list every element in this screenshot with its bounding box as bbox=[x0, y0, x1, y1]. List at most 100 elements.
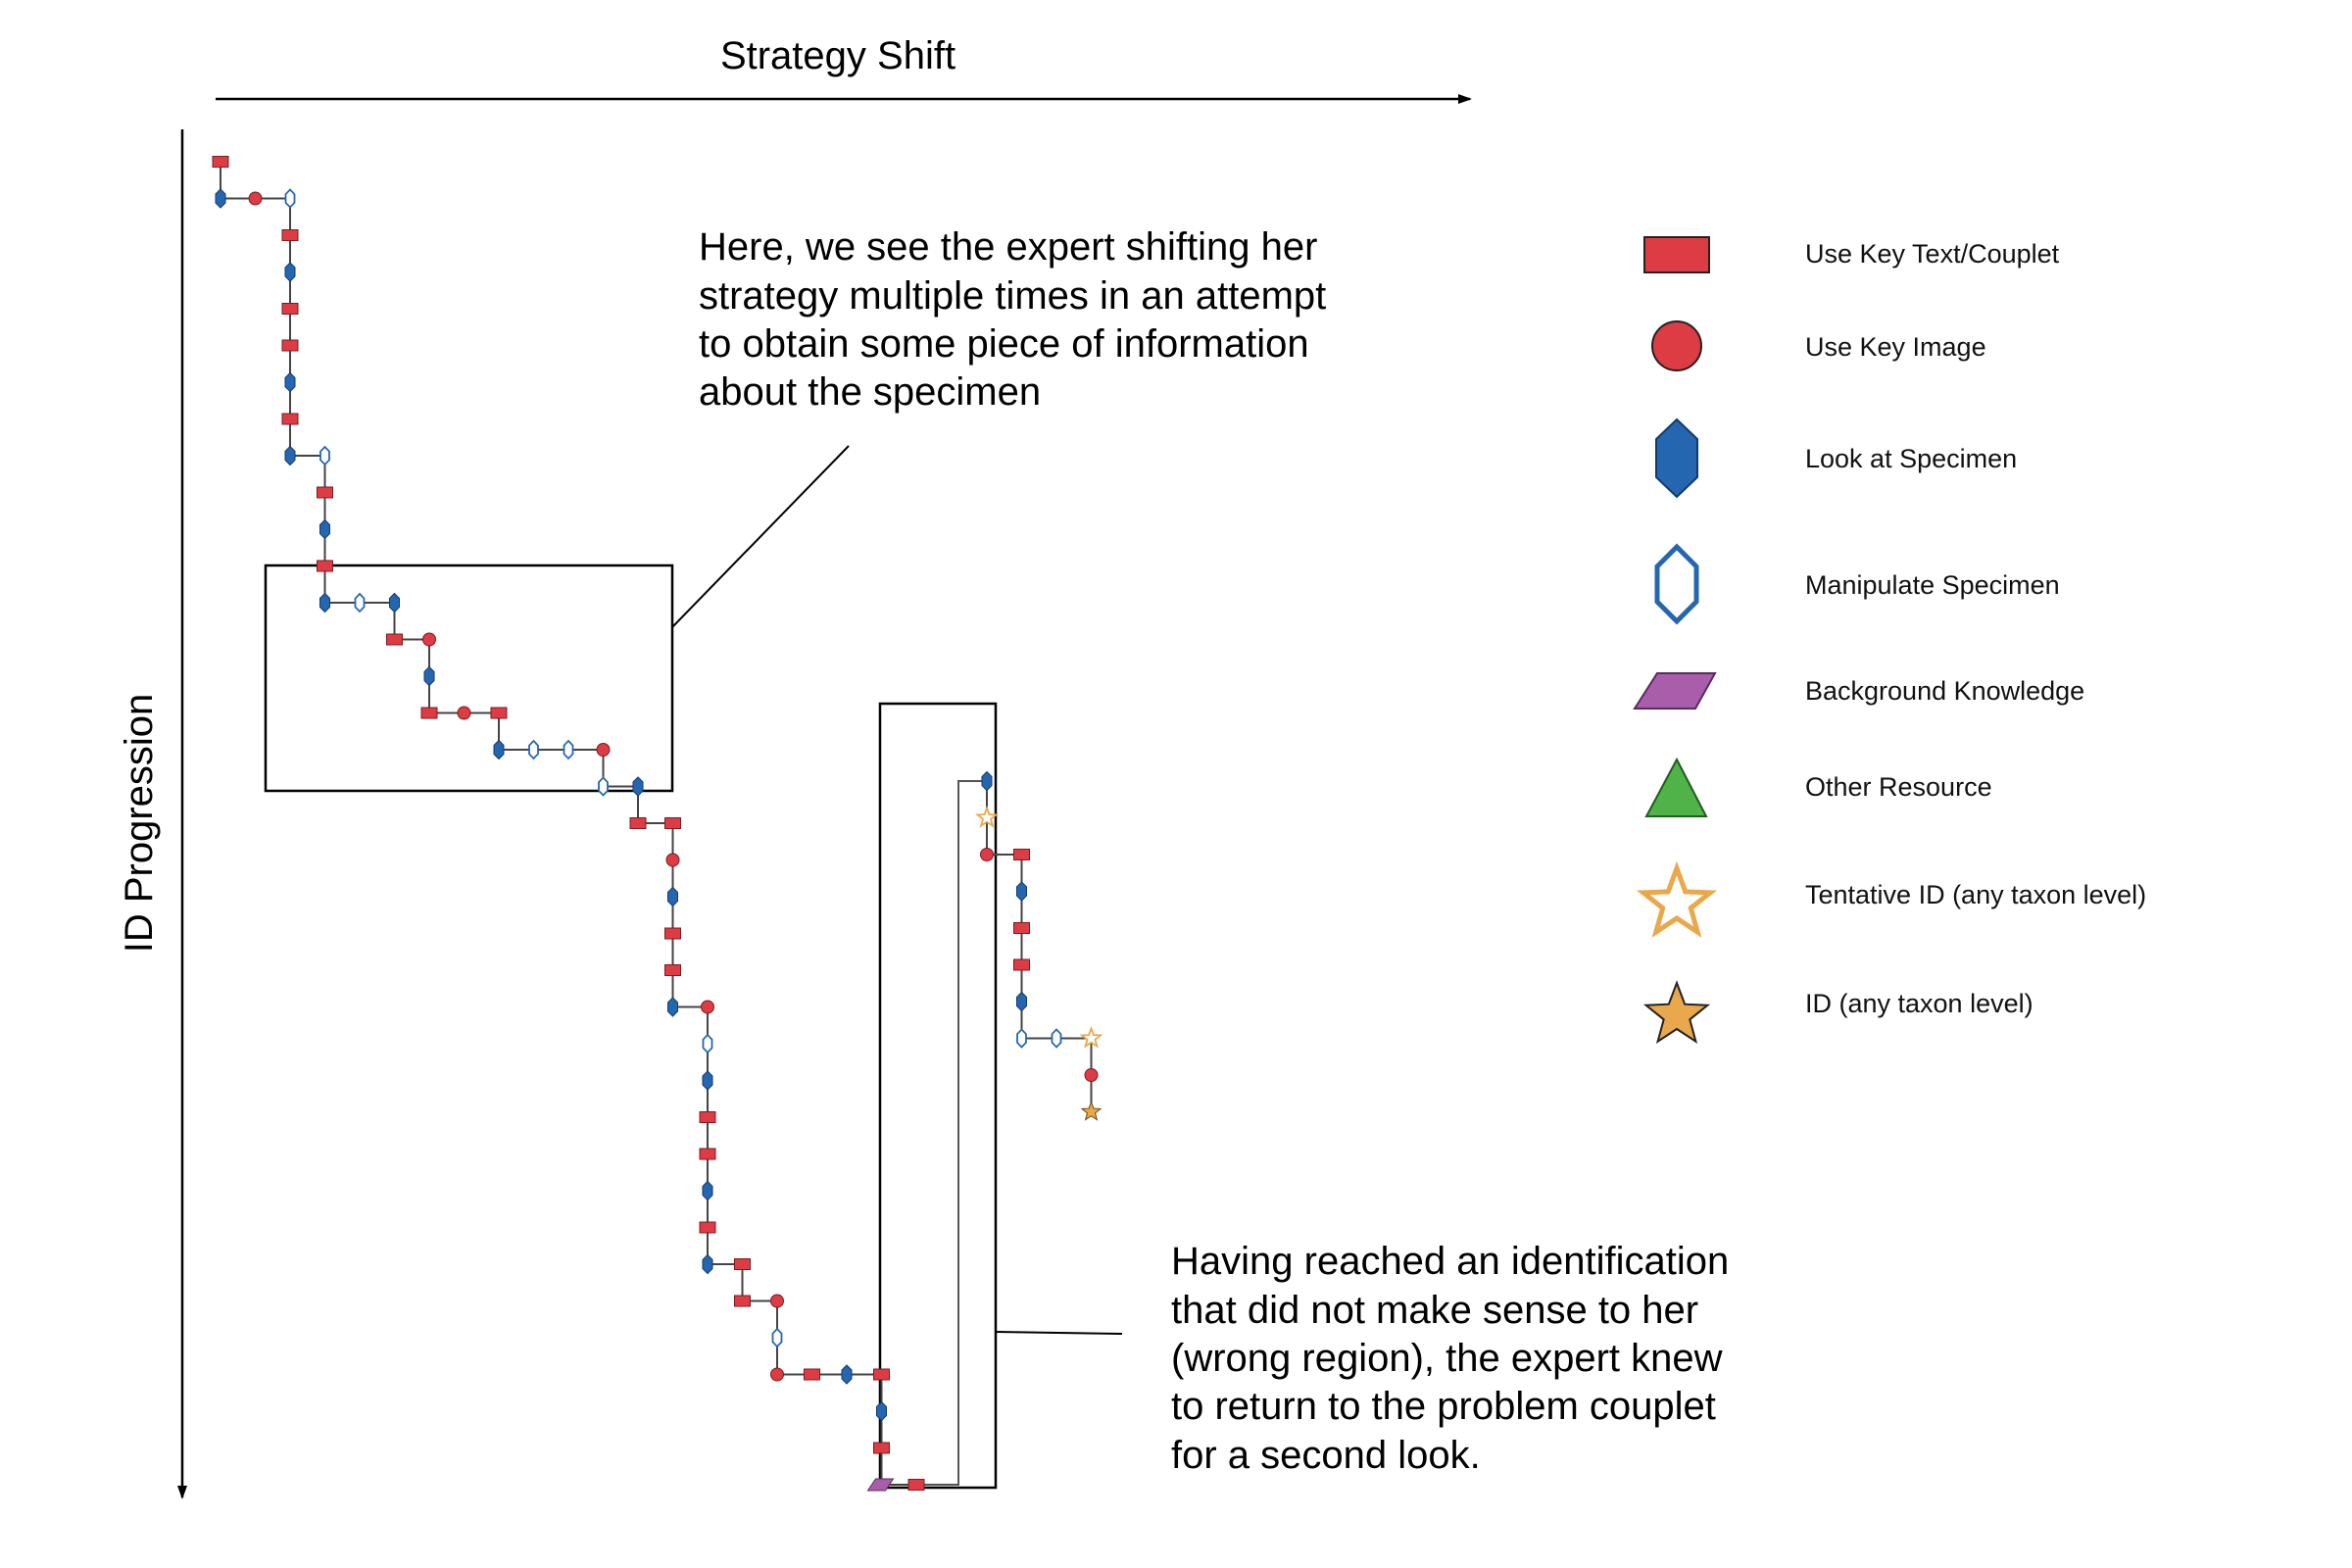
step-look-mark bbox=[702, 1253, 713, 1275]
legend-item-tentative: Tentative ID (any taxon level) bbox=[1636, 860, 2146, 938]
step-key-text-mark bbox=[734, 1295, 751, 1307]
step-look-mark bbox=[1016, 881, 1027, 902]
svg-text:Manipulate Specimen: Manipulate Specimen bbox=[1805, 570, 2060, 600]
step-key-text-mark bbox=[1013, 849, 1030, 860]
step-key-image-mark bbox=[980, 848, 994, 861]
step-key-text-mark bbox=[734, 1258, 751, 1270]
strategy-shift-highlight-box bbox=[264, 564, 674, 793]
legend-item-key-image: Use Key Image bbox=[1651, 320, 1986, 371]
step-id-mark bbox=[1080, 1101, 1102, 1121]
step-tentative-mark bbox=[975, 805, 999, 828]
step-key-text-mark bbox=[804, 1368, 820, 1381]
tentative-star-icon bbox=[1636, 860, 1718, 938]
step-look-mark bbox=[702, 1180, 713, 1201]
step-key-text-mark bbox=[699, 1221, 716, 1234]
step-key-text-mark bbox=[629, 817, 647, 829]
step-key-image-mark bbox=[596, 743, 611, 757]
top-callout-leader bbox=[671, 445, 850, 628]
legend-item-look: Look at Specimen bbox=[1655, 417, 2017, 499]
step-key-text-mark bbox=[281, 413, 299, 425]
svg-text:Use Key Text/Couplet: Use Key Text/Couplet bbox=[1805, 239, 2060, 269]
svg-text:Other Resource: Other Resource bbox=[1805, 772, 1992, 802]
bottom-annotation: Having reached an identification that di… bbox=[1171, 1240, 1740, 1477]
step-key-text-mark bbox=[873, 1368, 890, 1381]
step-look-mark bbox=[632, 776, 644, 797]
bottom-callout-leader bbox=[995, 1331, 1123, 1335]
legend-item-manipulate: Manipulate Specimen bbox=[1654, 543, 2060, 625]
step-manipulate-mark bbox=[563, 739, 574, 760]
step-key-text-mark bbox=[699, 1111, 716, 1123]
step-manipulate-mark bbox=[284, 188, 296, 209]
step-look-mark bbox=[841, 1364, 853, 1385]
y-axis-title: ID Progression bbox=[118, 694, 161, 954]
step-manipulate-mark bbox=[598, 776, 609, 797]
step-key-text-mark bbox=[664, 927, 681, 940]
top-annotation: Here, we see the expert shifting her str… bbox=[699, 225, 1337, 414]
step-key-image-mark bbox=[1084, 1068, 1099, 1082]
svg-text:Tentative ID (any taxon level): Tentative ID (any taxon level) bbox=[1805, 880, 2146, 909]
step-key-text-mark bbox=[873, 1442, 890, 1454]
step-look-mark bbox=[1016, 991, 1027, 1012]
legend-item-other: Other Resource bbox=[1644, 757, 1992, 817]
step-look-mark bbox=[319, 592, 330, 613]
step-manipulate-mark bbox=[702, 1033, 713, 1054]
backtrack-highlight-box bbox=[878, 702, 998, 1490]
step-key-image-mark bbox=[248, 191, 263, 206]
look-hexagon-icon bbox=[1655, 417, 1698, 499]
step-look-mark bbox=[876, 1400, 887, 1422]
step-look-mark bbox=[493, 739, 505, 760]
step-key-text-mark bbox=[664, 964, 681, 976]
key-image-circle-icon bbox=[1651, 320, 1702, 371]
svg-text:Background Knowledge: Background Knowledge bbox=[1805, 676, 2084, 706]
step-key-text-mark bbox=[420, 707, 438, 719]
manipulate-hexagon-icon bbox=[1654, 543, 1699, 625]
legend-item-id: ID (any taxon level) bbox=[1642, 980, 2034, 1044]
step-look-mark bbox=[215, 188, 226, 209]
svg-text:Look at Specimen: Look at Specimen bbox=[1805, 444, 2017, 473]
step-key-text-mark bbox=[317, 486, 333, 499]
legend-item-key-text: Use Key Text/Couplet bbox=[1643, 236, 2060, 273]
background-parallelogram-icon bbox=[1633, 672, 1717, 710]
step-key-image-mark bbox=[770, 1294, 784, 1308]
step-look-mark bbox=[667, 886, 678, 907]
step-key-text-mark bbox=[281, 229, 299, 241]
step-key-text-mark bbox=[490, 707, 508, 719]
return-loop-connector bbox=[916, 780, 987, 1486]
step-look-mark bbox=[284, 262, 296, 282]
step-look-mark bbox=[284, 445, 296, 466]
step-key-text-mark bbox=[212, 156, 229, 168]
svg-text:ID (any taxon level): ID (any taxon level) bbox=[1805, 989, 2034, 1018]
step-tentative-mark bbox=[1079, 1025, 1103, 1049]
step-key-image-mark bbox=[770, 1367, 784, 1382]
step-key-text-mark bbox=[281, 303, 299, 315]
step-key-text-mark bbox=[281, 339, 299, 352]
key-text-rect-icon bbox=[1643, 236, 1710, 273]
step-look-mark bbox=[319, 518, 330, 540]
svg-text:Use Key Image: Use Key Image bbox=[1805, 332, 1986, 362]
step-manipulate-mark bbox=[319, 445, 330, 466]
step-look-mark bbox=[389, 592, 400, 613]
step-manipulate-mark bbox=[1016, 1028, 1027, 1049]
x-axis-title: Strategy Shift bbox=[720, 34, 956, 77]
step-manipulate-mark bbox=[354, 592, 366, 613]
step-key-text-mark bbox=[1013, 958, 1030, 971]
step-look-mark bbox=[667, 997, 678, 1017]
step-key-image-mark bbox=[701, 1000, 714, 1014]
step-key-image-mark bbox=[665, 853, 680, 867]
step-manipulate-mark bbox=[771, 1327, 783, 1348]
legend-item-background: Background Knowledge bbox=[1633, 672, 2084, 710]
id-star-icon bbox=[1642, 980, 1711, 1044]
step-key-image-mark bbox=[457, 706, 471, 720]
step-look-mark bbox=[981, 770, 993, 792]
step-look-mark bbox=[423, 665, 435, 687]
step-background-mark bbox=[866, 1478, 895, 1492]
other-triangle-icon bbox=[1644, 757, 1708, 817]
step-key-text-mark bbox=[907, 1479, 925, 1491]
step-key-text-mark bbox=[1013, 922, 1030, 934]
step-key-text-mark bbox=[317, 560, 333, 572]
step-look-mark bbox=[702, 1070, 713, 1091]
step-key-image-mark bbox=[422, 632, 436, 647]
legend: Use Key Text/Couplet Use Key Image Look … bbox=[1633, 236, 2146, 1044]
step-manipulate-mark bbox=[528, 739, 539, 760]
step-look-mark bbox=[284, 371, 296, 393]
